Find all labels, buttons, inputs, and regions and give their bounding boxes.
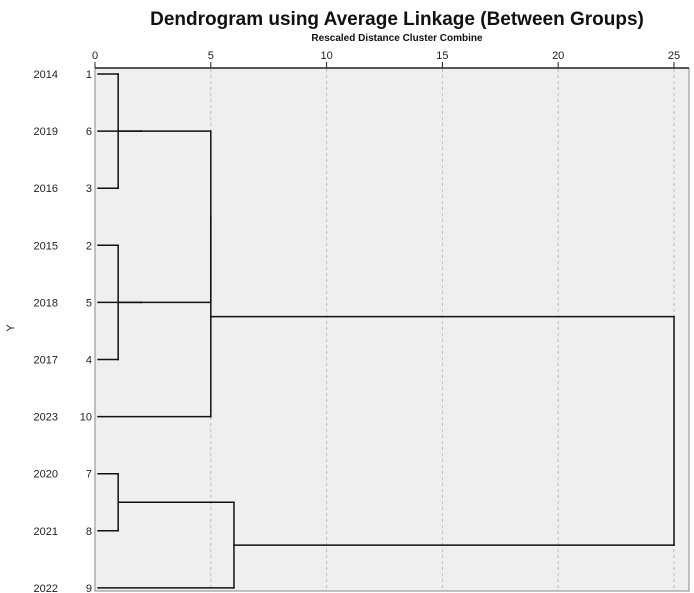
leaf-case-label: 7 xyxy=(86,469,92,481)
leaf-year-label: 2015 xyxy=(34,240,58,252)
x-tick-label: 5 xyxy=(208,50,214,62)
leaf-year-label: 2019 xyxy=(34,126,58,138)
leaf-case-label: 1 xyxy=(86,69,92,81)
x-tick-label: 25 xyxy=(668,50,680,62)
plot-area xyxy=(94,67,690,592)
leaf-year-label: 2017 xyxy=(34,355,58,367)
x-axis: 0 5 10 15 20 25 xyxy=(92,50,689,69)
leaf-year-label: 2021 xyxy=(34,526,58,538)
chart-title: Dendrogram using Average Linkage (Betwee… xyxy=(150,9,644,30)
leaf-year-label: 2014 xyxy=(34,69,58,81)
dendrogram-links xyxy=(97,73,675,589)
chart-subtitle: Rescaled Distance Cluster Combine xyxy=(311,33,483,44)
x-tick-label: 0 xyxy=(92,50,98,62)
leaf-case-label: 8 xyxy=(86,526,92,538)
leaf-case-label: 10 xyxy=(80,412,92,424)
leaf-case-label: 5 xyxy=(86,297,92,309)
leaf-year-label: 2016 xyxy=(34,183,58,195)
x-tick-label: 20 xyxy=(552,50,564,62)
leaf-year-label: 2023 xyxy=(34,412,58,424)
y-axis-label: Y xyxy=(5,324,17,332)
leaf-case-label: 6 xyxy=(86,126,92,138)
leaf-case-label: 4 xyxy=(86,355,92,367)
leaf-labels: 2014 1 2019 6 2016 3 2015 2 2018 5 2017 4 2023 10 2020… xyxy=(34,69,92,593)
leaf-case-label: 3 xyxy=(86,183,92,195)
leaf-case-label: 9 xyxy=(86,583,92,593)
leaf-year-label: 2018 xyxy=(34,297,58,309)
leaf-case-label: 2 xyxy=(86,240,92,252)
leaf-year-label: 2020 xyxy=(34,469,58,481)
leaf-year-label: 2022 xyxy=(34,583,58,593)
x-tick-label: 10 xyxy=(320,50,332,62)
x-tick-label: 15 xyxy=(436,50,448,62)
